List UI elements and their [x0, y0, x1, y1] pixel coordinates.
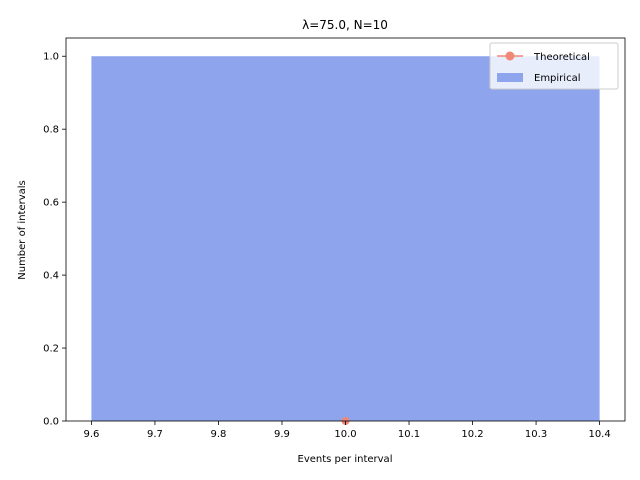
- x-tick-label: 9.8: [211, 429, 227, 440]
- x-tick-label: 10.2: [461, 429, 483, 440]
- y-tick-label: 0.2: [43, 344, 59, 355]
- x-tick-label: 9.9: [274, 429, 290, 440]
- y-tick-label: 0.4: [43, 271, 59, 282]
- y-axis-ticks: 0.0 0.2 0.4 0.6 0.8 1.0: [43, 52, 66, 428]
- legend-theoretical-marker: [505, 51, 515, 61]
- bar: [91, 56, 600, 421]
- x-tick-label: 10.1: [398, 429, 420, 440]
- legend-empirical-label: Empirical: [534, 73, 580, 84]
- y-tick-label: 0.0: [43, 417, 59, 428]
- legend: Theoretical Empirical: [489, 42, 619, 90]
- legend-theoretical-label: Theoretical: [533, 52, 590, 63]
- x-tick-label: 9.6: [83, 429, 99, 440]
- y-tick-label: 1.0: [43, 52, 59, 63]
- x-tick-label: 10.3: [525, 429, 547, 440]
- x-axis-label: Events per interval: [298, 454, 393, 465]
- x-tick-label: 9.7: [147, 429, 163, 440]
- x-axis-ticks: 9.6 9.7 9.8 9.9 10.0 10.1 10.2 10.3 10.4: [83, 421, 611, 440]
- legend-empirical-swatch: [497, 73, 523, 82]
- x-tick-label: 10.4: [588, 429, 610, 440]
- chart-title: λ=75.0, N=10: [302, 18, 388, 32]
- y-tick-label: 0.8: [43, 125, 59, 136]
- plot-area: [65, 37, 626, 425]
- y-tick-label: 0.6: [43, 198, 59, 209]
- y-axis-label: Number of intervals: [17, 180, 28, 280]
- x-tick-label: 10.0: [334, 429, 356, 440]
